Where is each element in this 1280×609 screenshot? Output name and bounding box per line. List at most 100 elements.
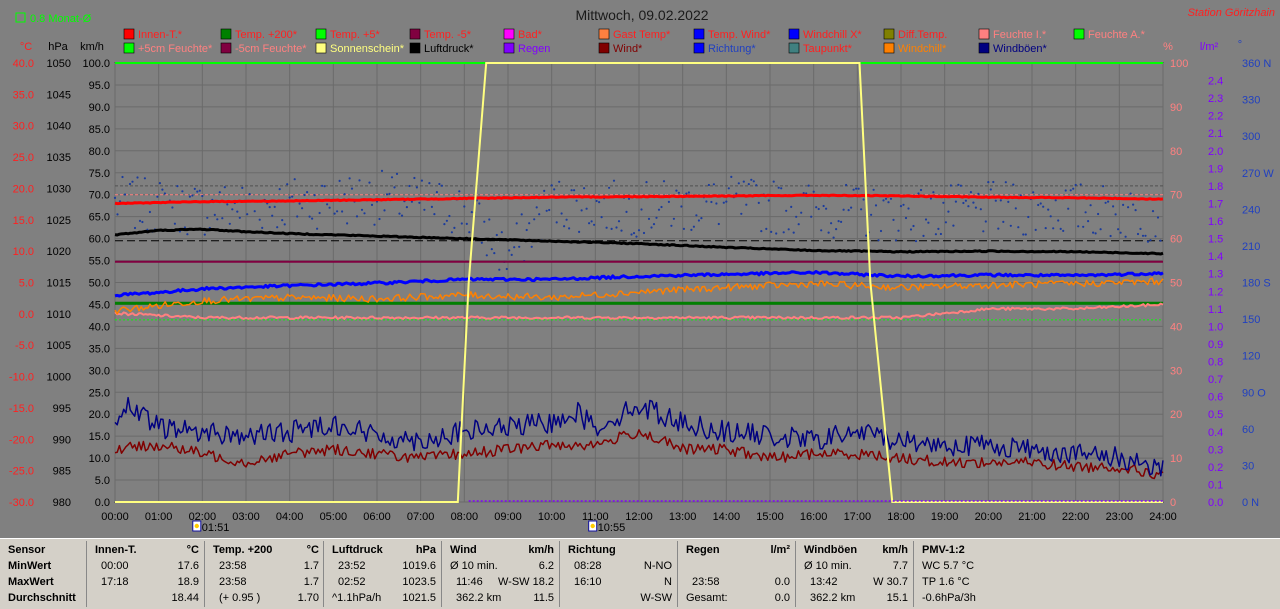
legend-item[interactable]: Regen bbox=[503, 42, 550, 55]
direction-point bbox=[1107, 200, 1110, 203]
legend-swatch bbox=[315, 28, 327, 40]
legend-item[interactable]: Temp. +200* bbox=[220, 28, 298, 41]
direction-point bbox=[667, 200, 671, 203]
direction-point bbox=[947, 210, 950, 213]
legend-item[interactable]: Innen-T.* bbox=[123, 28, 183, 41]
direction-point bbox=[543, 189, 546, 192]
direction-point bbox=[969, 191, 973, 194]
rain-tick-label: 0.6 bbox=[1208, 392, 1223, 404]
direction-point bbox=[598, 201, 601, 204]
row-label-avg: Durchschnitt bbox=[8, 592, 76, 604]
legend-swatch bbox=[220, 28, 232, 40]
direction-point bbox=[428, 182, 431, 185]
direction-point bbox=[118, 200, 122, 203]
legend-item[interactable]: Windböen* bbox=[978, 42, 1048, 55]
direction-point bbox=[141, 220, 144, 224]
direction-point bbox=[271, 214, 274, 217]
direction-point bbox=[1144, 234, 1147, 237]
direction-point bbox=[747, 183, 750, 186]
legend-item[interactable]: -5cm Feuchte* bbox=[220, 42, 307, 55]
legend-item[interactable]: Gast Temp* bbox=[598, 28, 671, 41]
legend-item[interactable]: Luftdruck* bbox=[409, 42, 474, 55]
stats-druck-title: Luftdruck bbox=[332, 544, 383, 556]
stats-temp200-min-time: 23:58 bbox=[219, 560, 247, 572]
statistics-panel: Sensor MinWert MaxWert Durchschnitt Inne… bbox=[0, 538, 1280, 609]
x-tick-label: 11:00 bbox=[582, 511, 609, 523]
direction-point bbox=[902, 203, 905, 206]
direction-point bbox=[662, 180, 666, 183]
legend-swatch bbox=[220, 42, 232, 54]
legend-label: -5cm Feuchte* bbox=[235, 43, 307, 55]
legend-item[interactable]: Wind* bbox=[598, 42, 643, 55]
monat-checkbox[interactable] bbox=[15, 12, 26, 23]
direction-point bbox=[1149, 239, 1152, 242]
legend-item[interactable]: Feuchte I.* bbox=[978, 28, 1047, 41]
direction-point bbox=[845, 183, 848, 187]
direction-point bbox=[715, 202, 718, 205]
legend-swatch bbox=[409, 28, 421, 40]
rain-tick-label: 2.1 bbox=[1208, 128, 1223, 140]
direction-point bbox=[181, 190, 184, 193]
legend-item[interactable]: Diff.Temp. bbox=[883, 28, 947, 41]
direction-point bbox=[919, 188, 923, 192]
direction-point bbox=[158, 182, 161, 185]
direction-point bbox=[785, 209, 788, 212]
legend-item[interactable]: Sonnenschein* bbox=[315, 42, 405, 55]
direction-point bbox=[438, 182, 441, 186]
speed-tick-label: 45.0 bbox=[89, 299, 110, 311]
legend-item[interactable]: Temp. Wind* bbox=[693, 28, 771, 41]
rain-tick-label: 1.6 bbox=[1208, 216, 1223, 228]
direction-point bbox=[942, 201, 945, 204]
direction-point bbox=[1099, 228, 1102, 231]
direction-point bbox=[568, 227, 571, 230]
direction-point bbox=[1049, 215, 1052, 218]
legend-item[interactable]: Bad* bbox=[503, 28, 543, 41]
legend-swatch bbox=[598, 28, 610, 40]
direction-point bbox=[660, 205, 663, 209]
legend-item[interactable]: Windchill X* bbox=[788, 28, 862, 41]
direction-point bbox=[530, 245, 533, 248]
legend-item[interactable]: Temp. -5* bbox=[409, 28, 472, 41]
direction-point bbox=[615, 226, 618, 229]
stats-regen-title: Regen bbox=[686, 544, 720, 556]
direction-point bbox=[368, 181, 371, 184]
direction-point bbox=[692, 225, 696, 228]
stats-boeen-r2a: 13:42 bbox=[810, 576, 838, 588]
direction-tick-label: 360 N bbox=[1242, 58, 1271, 70]
direction-point bbox=[1047, 208, 1050, 211]
direction-point bbox=[1134, 209, 1137, 212]
unit-rain: l/m² bbox=[1200, 41, 1219, 53]
direction-point bbox=[298, 202, 301, 205]
direction-point bbox=[1074, 183, 1077, 187]
direction-point bbox=[894, 239, 898, 242]
direction-point bbox=[735, 192, 738, 195]
direction-point bbox=[862, 198, 865, 201]
stats-druck-unit: hPa bbox=[415, 544, 436, 556]
legend-item[interactable]: Richtung* bbox=[693, 42, 756, 55]
direction-point bbox=[707, 183, 711, 187]
rain-tick-label: 2.0 bbox=[1208, 146, 1223, 158]
direction-point bbox=[1014, 207, 1017, 210]
stats-richtung-r2b: N bbox=[664, 576, 672, 588]
sun-icon bbox=[194, 523, 199, 529]
direction-point bbox=[865, 234, 868, 237]
direction-point bbox=[972, 201, 975, 204]
legend-item[interactable]: Windchill* bbox=[883, 42, 947, 55]
percent-tick-label: 80 bbox=[1170, 146, 1182, 158]
plot-area: 01:51 10:55 bbox=[113, 62, 1164, 534]
speed-tick-label: 100.0 bbox=[82, 58, 110, 70]
direction-point bbox=[820, 229, 823, 232]
legend-item[interactable]: Temp. +5* bbox=[315, 28, 381, 41]
legend-item[interactable]: +5cm Feuchte* bbox=[123, 42, 213, 55]
direction-point bbox=[1037, 203, 1040, 207]
direction-point bbox=[842, 208, 845, 211]
direction-point bbox=[982, 230, 985, 233]
percent-tick-label: 40 bbox=[1170, 321, 1182, 333]
legend-label: Sonnenschein* bbox=[330, 43, 405, 55]
direction-point bbox=[1069, 189, 1072, 192]
rain-tick-label: 1.3 bbox=[1208, 269, 1223, 281]
direction-point bbox=[1146, 240, 1150, 243]
legend-item[interactable]: Taupunkt* bbox=[788, 42, 853, 55]
direction-point bbox=[795, 215, 798, 218]
legend-item[interactable]: Feuchte A.* bbox=[1073, 28, 1146, 41]
